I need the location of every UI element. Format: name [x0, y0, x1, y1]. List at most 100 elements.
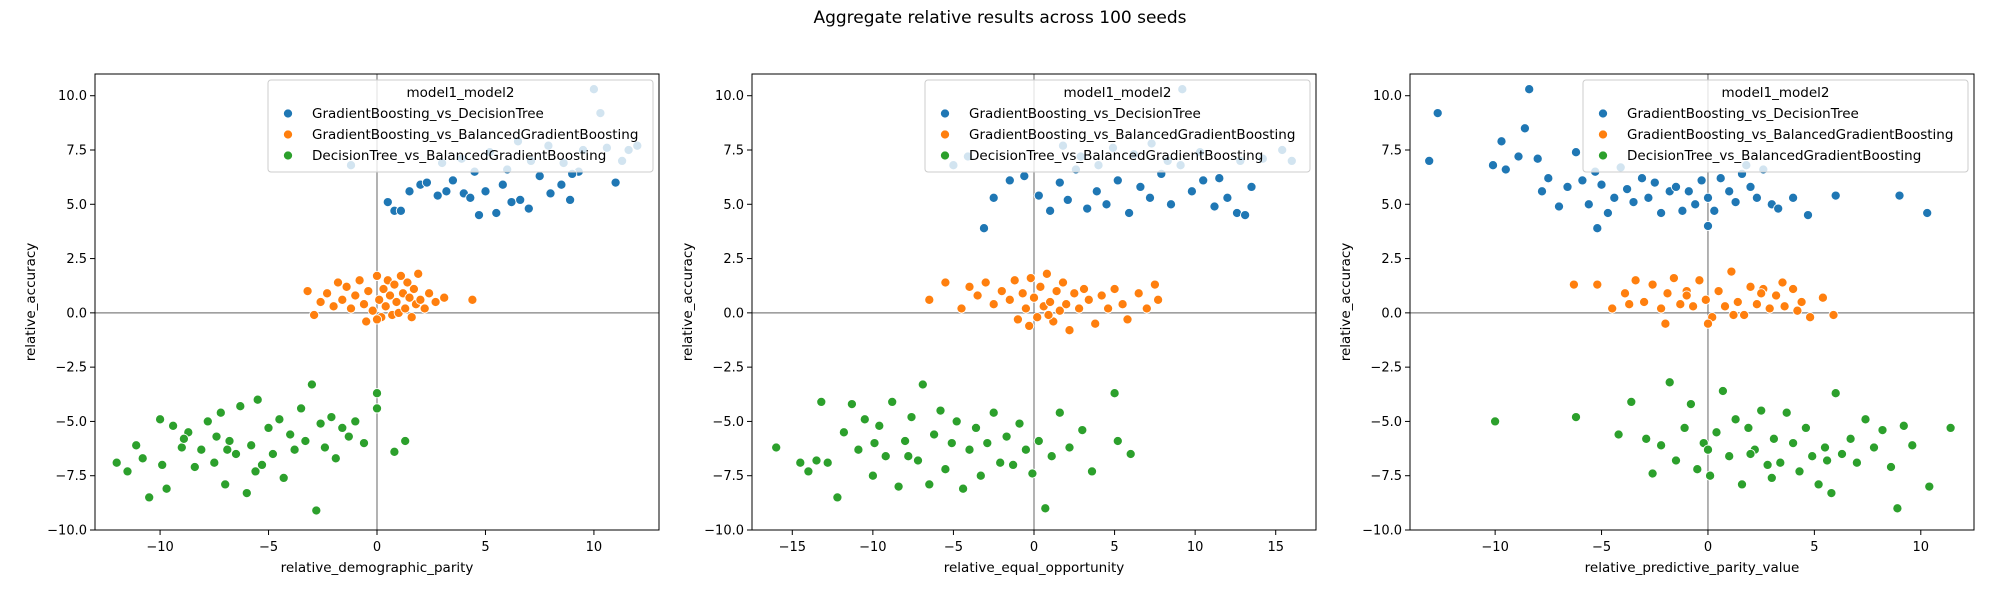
- subplot-1: −10 −5 0 5 10 −10.0 −7.5 −5.0 −2.5 0.0 2.5 5.0 7.5 10…: [23, 73, 660, 576]
- data-point-series-3: [111, 457, 122, 468]
- data-point-series-3: [131, 440, 142, 451]
- data-point-series-2: [1103, 303, 1114, 314]
- data-point-series-1: [1091, 186, 1102, 197]
- data-point-series-2: [345, 303, 357, 314]
- x-axis-label: relative_demographic_parity: [281, 560, 474, 576]
- data-point-series-1: [1186, 186, 1197, 197]
- data-point-series-3: [1040, 503, 1051, 514]
- data-point-series-3: [161, 483, 172, 494]
- y-tick-label: −5.0: [1370, 415, 1402, 430]
- data-point-series-2: [1788, 283, 1799, 295]
- data-point-series-1: [506, 197, 517, 208]
- x-tick-label: 5: [1110, 540, 1118, 555]
- data-point-series-2: [361, 316, 372, 327]
- data-point-series-2: [337, 294, 348, 305]
- data-point-series-1: [465, 192, 476, 203]
- plot-frame: [1409, 73, 1975, 531]
- data-point-series-2: [1051, 286, 1062, 297]
- data-point-series-2: [1568, 279, 1579, 290]
- data-point-series-3: [1001, 431, 1012, 442]
- data-point-series-2: [1122, 314, 1133, 325]
- y-tick-label: 10.0: [715, 89, 744, 104]
- data-point-series-1: [1487, 160, 1499, 171]
- data-point-series-3: [1822, 455, 1833, 466]
- data-point-series-1: [1702, 220, 1714, 232]
- legend-marker-series-3: [1597, 150, 1609, 161]
- x-axis-label: relative_equal_opportunity: [944, 560, 1125, 576]
- data-point-series-3: [1945, 422, 1956, 433]
- data-point-series-2: [1054, 305, 1065, 316]
- data-point-series-3: [1670, 455, 1682, 466]
- data-point-series-2: [1028, 292, 1040, 303]
- y-tick-label: −10.0: [704, 524, 744, 539]
- data-point-series-3: [1014, 418, 1025, 429]
- data-point-series-3: [958, 483, 969, 494]
- data-point-series-1: [1894, 190, 1905, 201]
- data-point-series-2: [1607, 303, 1618, 314]
- y-axis-label: relative_accuracy: [680, 243, 696, 362]
- data-point-series-2: [1719, 301, 1731, 312]
- data-point-series-1: [1643, 192, 1654, 203]
- data-point-series-2: [371, 314, 383, 325]
- data-point-series-1: [1730, 197, 1741, 208]
- legend-marker-series-3: [939, 150, 951, 161]
- data-point-series-2: [419, 303, 430, 314]
- data-point-series-2: [1624, 299, 1635, 310]
- data-point-series-3: [289, 444, 300, 455]
- data-point-series-3: [209, 457, 220, 468]
- y-tick-label: 2.5: [723, 252, 744, 267]
- data-point-series-1: [447, 175, 458, 186]
- data-point-series-3: [1490, 416, 1501, 427]
- x-tick-label: −10: [146, 540, 173, 555]
- data-point-series-2: [1004, 294, 1015, 305]
- data-point-series-3: [982, 438, 993, 449]
- data-point-series-1: [1609, 192, 1620, 203]
- data-point-series-1: [1045, 205, 1056, 216]
- data-point-series-2: [924, 294, 935, 305]
- legend-entry-series-2: GradientBoosting_vs_BalancedGradientBoos…: [1627, 127, 1953, 143]
- data-point-series-1: [1513, 151, 1524, 162]
- data-point-series-1: [534, 171, 545, 182]
- y-tick-label: −7.5: [712, 469, 744, 484]
- x-tick-label: −5: [259, 540, 278, 555]
- data-point-series-3: [241, 488, 252, 499]
- data-point-series-3: [771, 442, 782, 453]
- data-point-series-3: [803, 466, 814, 477]
- y-tick-label: 7.5: [1381, 144, 1402, 159]
- data-point-series-1: [1500, 164, 1511, 175]
- data-point-series-1: [1628, 197, 1639, 208]
- legend-marker-series-3: [282, 150, 294, 161]
- data-point-series-3: [122, 466, 133, 477]
- legend: model1_model2 GradientBoosting_vs_Decisio…: [267, 79, 654, 173]
- legend-title: model1_model2: [1064, 85, 1172, 101]
- data-point-series-1: [1622, 184, 1633, 195]
- y-tick-label: 10.0: [1373, 89, 1402, 104]
- data-point-series-2: [1805, 312, 1816, 323]
- legend-marker-series-2: [1597, 129, 1609, 140]
- legend: model1_model2 GradientBoosting_vs_Decisio…: [1582, 79, 1969, 173]
- data-point-series-2: [1662, 288, 1673, 299]
- data-point-series-3: [326, 412, 337, 423]
- data-point-series-3: [874, 420, 885, 431]
- data-point-series-3: [168, 420, 179, 431]
- data-point-series-2: [1668, 273, 1679, 284]
- data-point-series-3: [1626, 396, 1637, 407]
- data-point-series-3: [1826, 488, 1837, 499]
- data-point-series-2: [1032, 312, 1043, 323]
- data-point-series-2: [341, 281, 352, 292]
- data-point-series-1: [1724, 186, 1735, 197]
- data-point-series-2: [332, 277, 344, 288]
- data-point-series-3: [389, 446, 400, 457]
- data-point-series-2: [972, 290, 983, 301]
- data-point-series-3: [1112, 435, 1123, 447]
- legend-box: [924, 79, 1311, 173]
- data-point-series-3: [951, 416, 962, 427]
- data-point-series-2: [1592, 279, 1603, 290]
- data-point-series-2: [350, 290, 361, 301]
- data-point-series-3: [155, 414, 166, 425]
- data-point-series-2: [1764, 303, 1775, 314]
- data-point-series-1: [1432, 108, 1443, 119]
- data-point-series-2: [363, 286, 374, 297]
- data-point-series-2: [1828, 309, 1839, 321]
